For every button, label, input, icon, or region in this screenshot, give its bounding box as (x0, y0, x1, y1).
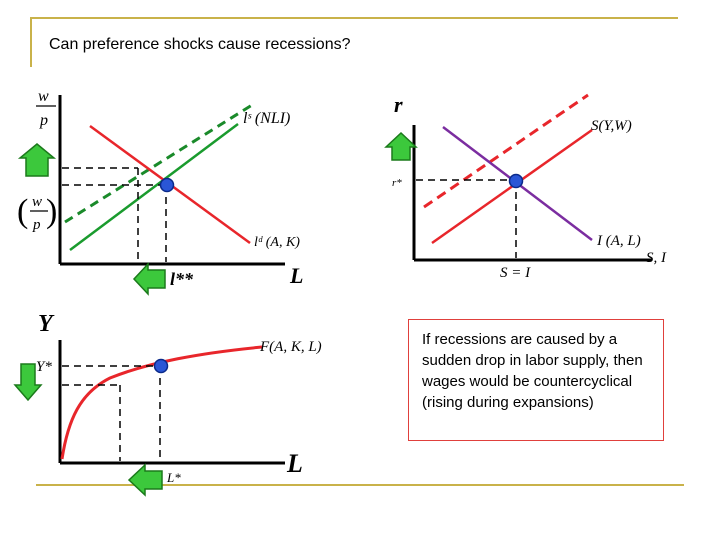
production-function-curve (60, 345, 263, 460)
labor-left-arrow-icon (132, 262, 166, 296)
slide-title: Can preference shocks cause recessions? (49, 36, 351, 53)
frame-left-line (30, 17, 32, 67)
output-down-arrow-icon (13, 363, 43, 402)
investment-label: I (A, L) (596, 233, 641, 249)
capital-market-panel: r r* S(Y,W) I (A, L) S, I S = I (384, 92, 667, 281)
saving-label: S(Y,W) (591, 118, 632, 134)
labor-market-panel: w p ( w p ) lˢ (NLI) lᵈ (A, K) l** L (17, 88, 303, 296)
capital-eq-label: S = I (500, 265, 531, 281)
eq-wage-left-paren: ( (17, 193, 28, 230)
employment-left-arrow-icon (127, 463, 163, 497)
frame-bottom-line (36, 484, 684, 486)
production-x-axis-label: L (286, 449, 303, 478)
labor-y-axis-bottom-label: p (39, 112, 48, 129)
labor-supply-shifted-line (64, 103, 253, 224)
rate-up-arrow-icon (384, 131, 418, 161)
explanation-note: If recessions are caused by a sudden dro… (408, 319, 664, 441)
eq-wage-top-label: w (32, 194, 42, 210)
labor-y-axis-top-label: w (38, 88, 49, 105)
production-eq-output-label: Y* (36, 359, 52, 375)
production-panel: Y Y* F(A, K, L) L* L (13, 311, 322, 497)
eq-wage-bottom-label: p (32, 217, 41, 233)
labor-equilibrium-point (159, 177, 175, 193)
frame-top-line (30, 17, 678, 19)
labor-supply-line (69, 123, 239, 251)
saving-shifted-line (423, 93, 589, 209)
production-equilibrium-point (153, 358, 169, 374)
production-y-axis-label: Y (38, 311, 55, 337)
capital-y-axis-label: r (394, 92, 403, 117)
eq-wage-right-paren: ) (46, 193, 57, 230)
production-eq-labor-label: L* (166, 470, 181, 485)
production-function-label: F(A, K, L) (259, 339, 322, 355)
capital-equilibrium-point (508, 173, 524, 189)
capital-x-axis-label: S, I (646, 250, 667, 266)
capital-eq-rate-label: r* (392, 177, 402, 189)
labor-demand-label: lᵈ (A, K) (254, 235, 300, 250)
labor-supply-label: lˢ (NLI) (243, 110, 290, 127)
wage-up-arrow-icon (17, 143, 57, 177)
labor-x-axis-label: L (289, 263, 303, 288)
labor-eq-quantity-label: l** (170, 269, 194, 289)
